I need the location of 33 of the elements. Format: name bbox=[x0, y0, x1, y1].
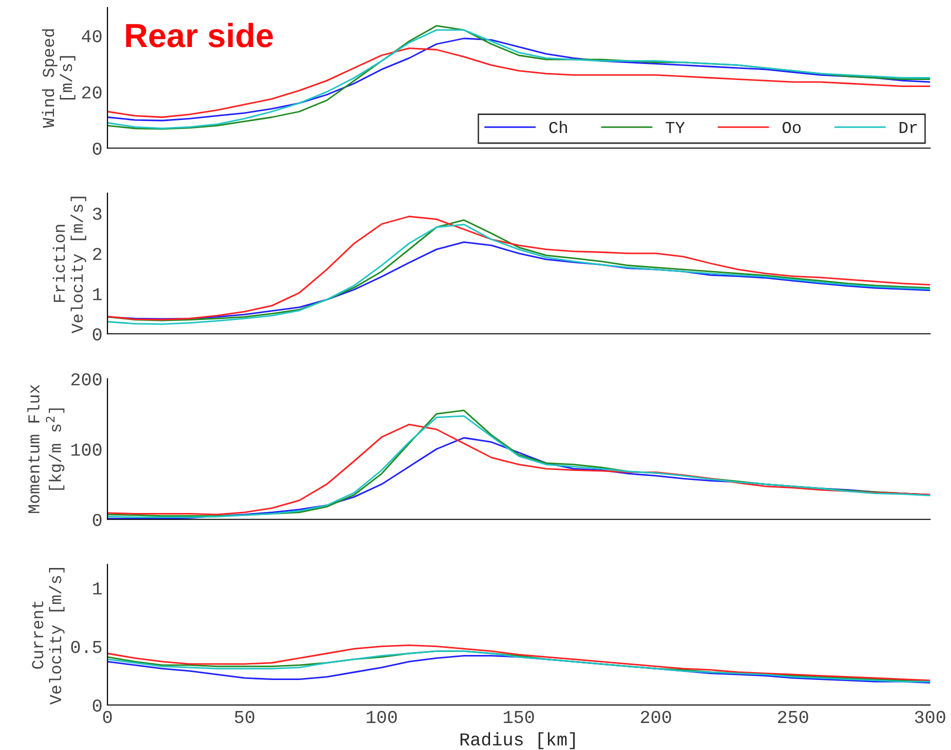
y-tick-label: 20 bbox=[82, 86, 102, 99]
y-tick-label: 1 bbox=[93, 582, 102, 594]
y-tick-label: 2 bbox=[93, 248, 102, 260]
y-tick-label: 0 bbox=[92, 142, 102, 155]
y-tick-label: 0 bbox=[92, 514, 102, 526]
y-tick-label: 1 bbox=[93, 288, 102, 300]
y-axis-title: Wind Speed [m/s] bbox=[42, 29, 76, 128]
line-series bbox=[107, 644, 930, 682]
x-tick-label: 50 bbox=[234, 710, 254, 724]
x-tick-label: 0 bbox=[103, 710, 112, 724]
x-tick-label: 150 bbox=[504, 710, 534, 724]
y-tick-label: 100 bbox=[71, 444, 102, 456]
legend-label: Oo bbox=[782, 122, 801, 134]
x-tick-label: 300 bbox=[914, 710, 946, 724]
y-tick-label: 40 bbox=[82, 30, 102, 42]
x-tick-label: 100 bbox=[366, 710, 397, 724]
y-axis-title: Current Velocity [m/s] bbox=[32, 568, 65, 705]
legend-label: Dr bbox=[900, 122, 917, 133]
legend-label: TY bbox=[666, 122, 685, 133]
x-tick-label: 250 bbox=[778, 710, 808, 724]
x-tick-label: 200 bbox=[640, 710, 672, 724]
y-tick-label: 0 bbox=[92, 699, 102, 712]
y-tick-label: 200 bbox=[71, 373, 102, 386]
y-tick-label: 3 bbox=[92, 208, 102, 220]
annotation: Rear side bbox=[126, 22, 273, 48]
legend-label: Ch bbox=[549, 120, 567, 134]
y-tick-label: 0.5 bbox=[71, 640, 102, 654]
y-axis-title: Momentum Flux [kg/m s$^{2}$] bbox=[27, 384, 64, 514]
line-series bbox=[107, 48, 930, 118]
line-series bbox=[107, 650, 930, 682]
y-tick-label: 0 bbox=[92, 328, 102, 340]
x-axis-title: Radius [km] bbox=[460, 732, 575, 750]
y-axis-title: Friction Velocity [m/s] bbox=[52, 196, 86, 334]
